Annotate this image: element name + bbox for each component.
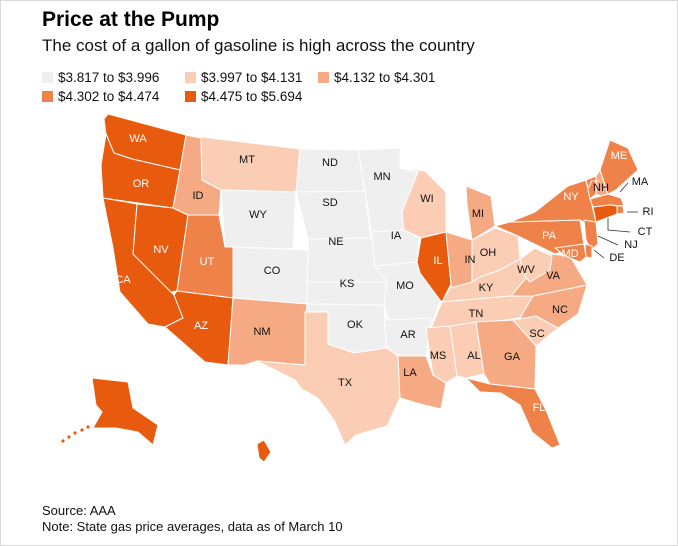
state-label-nv: NV: [153, 244, 169, 256]
state-md: [554, 243, 587, 263]
state-ak-island: [67, 435, 71, 439]
state-ak-island: [73, 431, 77, 435]
state-label-mn: MN: [373, 171, 390, 183]
state-label-in: IN: [465, 254, 476, 266]
state-label-nc: NC: [552, 304, 568, 316]
source-note: Source: AAA: [42, 503, 116, 518]
state-label-ms: MS: [430, 350, 447, 362]
legend-item: $4.475 to $5.694: [185, 89, 302, 104]
state-label-sd: SD: [322, 197, 337, 209]
state-label-wy: WY: [249, 209, 267, 221]
state-label-la: LA: [403, 367, 417, 379]
legend-swatch: [185, 72, 196, 83]
legend-swatch: [318, 72, 329, 83]
state-ak-island: [86, 425, 90, 429]
state-label-ne: NE: [328, 236, 343, 248]
state-label-nj: NJ: [624, 239, 637, 251]
state-label-nd: ND: [322, 157, 338, 169]
state-ri: [616, 205, 625, 215]
state-label-mt: MT: [239, 154, 255, 166]
legend: $3.817 to $3.996 $3.997 to $4.131 $4.132…: [42, 70, 502, 110]
legend-label: $4.475 to $5.694: [201, 89, 303, 104]
legend-label: $4.132 to $4.301: [334, 70, 436, 85]
legend-label: $3.817 to $3.996: [58, 70, 160, 85]
chart-title: Price at the Pump: [42, 8, 220, 31]
state-label-me: ME: [611, 150, 628, 162]
state-nd: [295, 148, 366, 193]
state-label-ak: AK: [133, 399, 148, 411]
state-label-ar: AR: [400, 329, 415, 341]
state-wv: [519, 247, 553, 283]
legend-swatch: [42, 91, 53, 102]
state-label-tn: TN: [469, 308, 484, 320]
state-label-az: AZ: [194, 320, 208, 332]
state-label-ga: GA: [504, 351, 521, 363]
state-la: [397, 355, 447, 410]
state-label-va: VA: [546, 270, 561, 282]
state-label-id: ID: [193, 190, 204, 202]
state-ak: [91, 377, 159, 446]
state-label-wv: WV: [517, 264, 535, 276]
state-label-mo: MO: [396, 280, 414, 292]
state-label-wi: WI: [420, 193, 433, 205]
state-label-ia: IA: [391, 230, 402, 242]
state-label-co: CO: [264, 265, 281, 277]
state-ms: [425, 325, 458, 384]
state-label-ks: KS: [340, 278, 355, 290]
state-label-tx: TX: [338, 377, 353, 389]
state-label-al: AL: [467, 350, 480, 362]
legend-label: $3.997 to $4.131: [201, 70, 303, 85]
state-ny: [509, 179, 599, 233]
state-label-nm: NM: [253, 326, 270, 338]
legend-item: $3.997 to $4.131: [185, 70, 302, 85]
callout-line-de: [593, 249, 605, 259]
state-tx: [256, 311, 401, 446]
legend-item: $4.302 to $4.474: [42, 89, 159, 104]
state-mi: [465, 185, 496, 241]
chart-subtitle: The cost of a gallon of gasoline is high…: [42, 36, 475, 55]
callout-line-ct: [607, 218, 631, 233]
legend-swatch: [185, 91, 196, 102]
state-label-sc: SC: [529, 328, 544, 340]
state-label-or: OR: [133, 178, 150, 190]
state-label-wa: WA: [129, 133, 147, 145]
legend-item: $3.817 to $3.996: [42, 70, 159, 85]
state-label-nh: NH: [593, 182, 609, 194]
state-label-ri: RI: [643, 206, 654, 218]
state-label-ny: NY: [563, 191, 579, 203]
state-label-fl: FL: [533, 402, 546, 414]
legend-label: $4.302 to $4.474: [58, 89, 160, 104]
state-va: [510, 253, 588, 297]
state-label-de: DE: [609, 252, 624, 264]
state-label-ca: CA: [115, 274, 131, 286]
legend-swatch: [42, 72, 53, 83]
state-nj: [583, 219, 599, 251]
state-ak-island: [80, 428, 84, 432]
callout-line-ma: [619, 182, 629, 193]
state-al: [449, 321, 485, 379]
state-label-ut: UT: [200, 256, 215, 268]
state-ak-island: [61, 439, 65, 443]
state-label-oh: OH: [480, 247, 497, 259]
state-fl: [465, 377, 561, 449]
footnote: Note: State gas price averages, data as …: [42, 519, 343, 534]
legend-item: $4.132 to $4.301: [318, 70, 435, 85]
state-ct: [592, 204, 618, 223]
state-label-ma: MA: [632, 176, 649, 188]
state-label-ok: OK: [347, 319, 364, 331]
state-label-pa: PA: [542, 230, 557, 242]
state-label-ky: KY: [479, 282, 494, 294]
state-hi: [256, 439, 272, 463]
callout-line-nj: [597, 235, 619, 246]
state-label-ct: CT: [638, 226, 653, 238]
state-label-vt: VT: [585, 179, 599, 191]
state-label-mi: MI: [472, 208, 484, 220]
state-label-il: IL: [433, 255, 442, 267]
state-label-md: MD: [561, 248, 578, 260]
